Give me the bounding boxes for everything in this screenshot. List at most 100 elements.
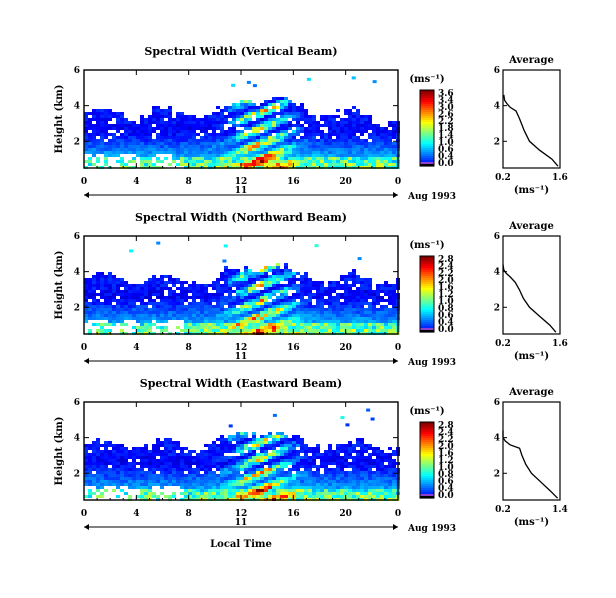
heatmap-cell xyxy=(316,323,320,326)
heatmap-cell xyxy=(312,163,316,166)
heatmap-cell xyxy=(100,450,104,453)
heatmap-cell xyxy=(300,441,304,444)
heatmap-cell xyxy=(252,296,256,299)
heatmap-cell xyxy=(316,456,320,459)
heatmap-cell xyxy=(108,456,112,459)
heatmap-cell xyxy=(272,326,276,329)
heatmap-cell xyxy=(320,477,324,480)
heatmap-cell xyxy=(268,477,272,480)
heatmap-cell xyxy=(184,145,188,148)
heatmap-cell xyxy=(204,287,208,290)
heatmap-cell xyxy=(280,314,284,317)
heatmap-cell xyxy=(268,495,272,498)
heatmap-cell xyxy=(172,311,176,314)
heatmap-cell xyxy=(244,320,248,323)
heatmap-cell xyxy=(372,80,377,84)
heatmap-cell xyxy=(296,492,300,495)
heatmap-cell xyxy=(340,489,344,492)
heatmap-cell xyxy=(268,492,272,495)
heatmap-cell xyxy=(120,320,124,323)
heatmap-cell xyxy=(172,314,176,317)
heatmap-cell xyxy=(144,124,148,127)
heatmap-cell xyxy=(156,305,160,308)
heatmap-cell xyxy=(240,136,244,139)
heatmap-cell xyxy=(140,471,144,474)
heatmap-cell xyxy=(208,468,212,471)
heatmap-cell xyxy=(140,453,144,456)
heatmap-cell xyxy=(276,453,280,456)
heatmap-cell xyxy=(380,483,384,486)
heatmap-cell xyxy=(340,133,344,136)
heatmap-cell xyxy=(168,474,172,477)
heatmap-cell xyxy=(268,266,272,269)
heatmap-cell xyxy=(340,160,344,163)
heatmap-cell xyxy=(392,453,396,456)
heatmap-cell xyxy=(364,456,368,459)
heatmap-cell xyxy=(336,163,340,166)
average-x-tick-label: 1.4 xyxy=(552,505,568,515)
colorbar-swatch xyxy=(420,130,434,133)
heatmap-cell xyxy=(164,320,168,323)
heatmap-cell xyxy=(312,130,316,133)
heatmap-cell xyxy=(216,462,220,465)
heatmap-cell xyxy=(224,308,228,311)
heatmap-cell xyxy=(116,471,120,474)
heatmap-cell xyxy=(88,151,92,154)
heatmap-cell xyxy=(216,474,220,477)
colorbar-tick-label: 0.6 xyxy=(438,145,454,155)
heatmap-cell xyxy=(348,477,352,480)
heatmap-cell xyxy=(212,157,216,160)
heatmap-cell xyxy=(208,139,212,142)
heatmap-cell xyxy=(88,281,92,284)
heatmap-cell xyxy=(84,296,88,299)
heatmap-cell xyxy=(172,154,176,157)
heatmap-cell xyxy=(260,296,264,299)
heatmap-cell xyxy=(176,115,180,118)
heatmap-cell xyxy=(128,483,132,486)
heatmap-cell xyxy=(252,133,256,136)
heatmap-cell xyxy=(256,459,260,462)
heatmap-cell xyxy=(152,121,156,124)
heatmap-cell xyxy=(96,495,100,498)
heatmap-cell xyxy=(88,305,92,308)
heatmap-cell xyxy=(304,447,308,450)
heatmap-cell xyxy=(356,293,360,296)
heatmap-cell xyxy=(372,447,376,450)
heatmap-cell xyxy=(120,323,124,326)
heatmap-cell xyxy=(228,462,232,465)
heatmap-cell xyxy=(220,320,224,323)
heatmap-cell xyxy=(220,495,224,498)
heatmap-cell xyxy=(384,329,388,332)
heatmap-cell xyxy=(132,311,136,314)
heatmap-cell xyxy=(152,109,156,112)
colorbar-swatch xyxy=(420,290,434,293)
heatmap-cell xyxy=(372,124,376,127)
heatmap-cell xyxy=(92,148,96,151)
heatmap-cell xyxy=(160,278,164,281)
heatmap-cell xyxy=(148,459,152,462)
heatmap-cell xyxy=(156,106,160,109)
heatmap-cell xyxy=(228,163,232,166)
heatmap-cell xyxy=(300,287,304,290)
heatmap-cell xyxy=(284,278,288,281)
heatmap-cell xyxy=(212,124,216,127)
heatmap-cell xyxy=(104,118,108,121)
heatmap-cell xyxy=(264,109,268,112)
heatmap-cell xyxy=(148,127,152,130)
heatmap-cell xyxy=(88,127,92,130)
heatmap-cell xyxy=(316,495,320,498)
heatmap-cell xyxy=(368,302,372,305)
heatmap-cell xyxy=(240,302,244,305)
heatmap-cell xyxy=(328,142,332,145)
heatmap-cell xyxy=(192,317,196,320)
heatmap-cell xyxy=(316,308,320,311)
heatmap-cell xyxy=(280,115,284,118)
heatmap-cell xyxy=(316,154,320,157)
heatmap-cell xyxy=(384,468,388,471)
heatmap-cell xyxy=(112,112,116,115)
heatmap-cell xyxy=(284,492,288,495)
heatmap-cell xyxy=(308,163,312,166)
heatmap-cell xyxy=(304,480,308,483)
heatmap-cell xyxy=(176,465,180,468)
heatmap-cell xyxy=(368,115,372,118)
